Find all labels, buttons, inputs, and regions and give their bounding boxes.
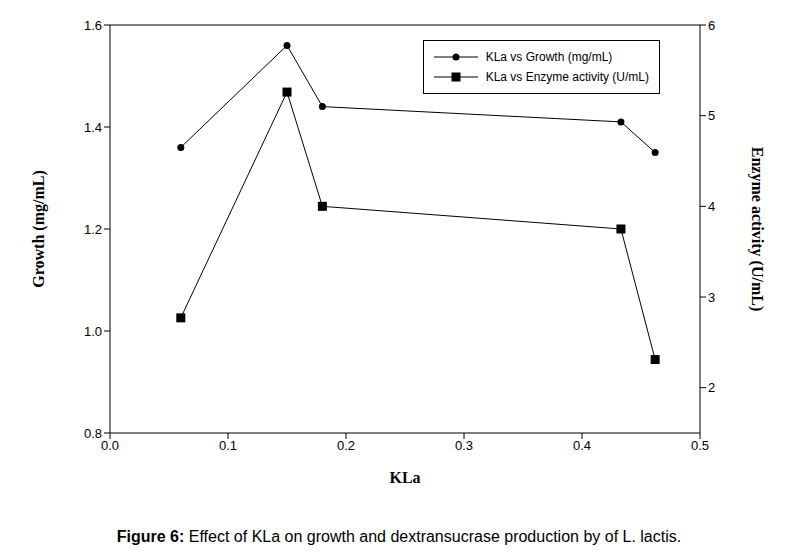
svg-text:0.4: 0.4	[573, 438, 591, 453]
svg-text:1.6: 1.6	[84, 18, 102, 33]
svg-text:2: 2	[708, 380, 715, 395]
svg-text:0.5: 0.5	[691, 438, 709, 453]
svg-text:0.3: 0.3	[455, 438, 473, 453]
svg-text:KLa: KLa	[389, 469, 420, 486]
svg-text:0.1: 0.1	[219, 438, 237, 453]
html-text:KLa vs Growth (mg/mL): KLa vs Growth (mg/mL)	[485, 50, 613, 64]
svg-text:Enzyme activity (U/mL): Enzyme activity (U/mL)	[748, 147, 766, 311]
svg-text:0.0: 0.0	[101, 438, 119, 453]
svg-text:Growth (mg/mL): Growth (mg/mL)	[30, 170, 48, 287]
svg-text:6: 6	[708, 18, 715, 33]
svg-text:1.0: 1.0	[84, 324, 102, 339]
svg-text:0.8: 0.8	[84, 426, 102, 441]
html-text:Figure 6: Effect of KLa on gro: Figure 6: Effect of KLa on growth and de…	[116, 528, 682, 545]
svg-text:4: 4	[708, 199, 715, 214]
svg-text:5: 5	[708, 108, 715, 123]
svg-text:3: 3	[708, 290, 715, 305]
svg-text:1.4: 1.4	[84, 120, 102, 135]
svg-text:1.2: 1.2	[84, 222, 102, 237]
svg-text:0.2: 0.2	[337, 438, 355, 453]
html-text:KLa vs Enzyme activity (U/mL): KLa vs Enzyme activity (U/mL)	[485, 70, 649, 84]
